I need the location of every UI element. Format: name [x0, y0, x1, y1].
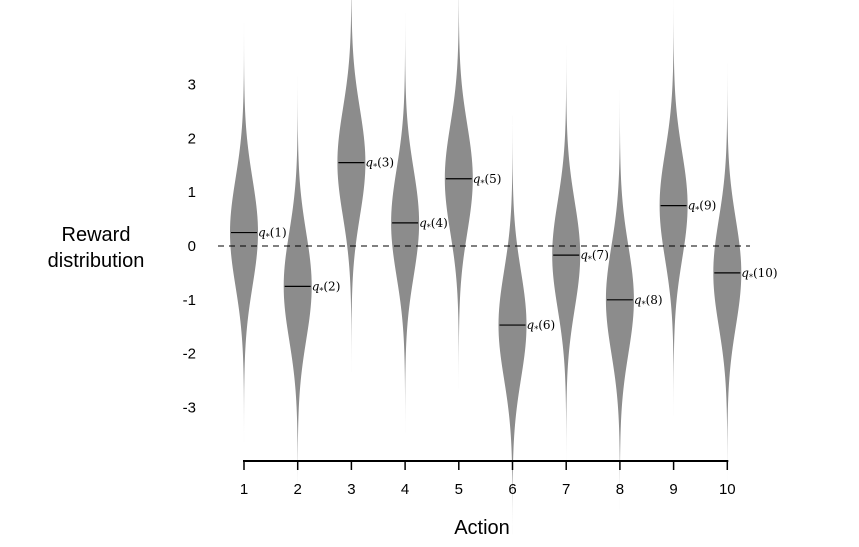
mean-markers: q*(1) q*(2) q*(3) q*(4) q*(5) q*(6) q*(7) q*(8)…	[231, 156, 778, 334]
y-tick-label: -2	[183, 346, 196, 363]
mean-label-2: q*(2)	[312, 279, 341, 295]
x-tick-label: 4	[401, 481, 409, 498]
mean-label-10: q*(10)	[741, 266, 777, 282]
violins	[230, 0, 742, 535]
y-tick-label: -3	[183, 399, 196, 416]
y-tick-label: 2	[188, 130, 196, 147]
mean-label-8: q*(8)	[634, 293, 663, 309]
y-axis-title-line-2: distribution	[48, 250, 145, 272]
violin-5	[444, 0, 473, 389]
mean-label-9: q*(9)	[688, 199, 717, 215]
x-tick-label: 1	[240, 481, 248, 498]
y-tick-label: 1	[188, 184, 196, 201]
y-axis-title: Reward distribution	[48, 224, 145, 272]
y-axis-title-line-1: Reward	[62, 224, 131, 246]
x-tick-label: 3	[347, 481, 355, 498]
mean-label-5: q*(5)	[473, 172, 502, 188]
x-tick-label: 8	[616, 481, 624, 498]
x-tick-label: 10	[719, 481, 736, 498]
x-tick-label: 6	[508, 481, 516, 498]
y-tick-label: 0	[188, 238, 196, 255]
x-axis-title: Action	[454, 517, 510, 539]
violin-9	[659, 0, 688, 416]
x-tick-label: 9	[669, 481, 677, 498]
x-axis: 1 2 3 4 5 6 7 8 9 10	[240, 460, 736, 498]
mean-label-3: q*(3)	[365, 156, 394, 172]
x-tick-label: 2	[294, 481, 302, 498]
mean-label-1: q*(1)	[258, 226, 287, 242]
violin-3	[337, 0, 366, 373]
y-tick-label: -1	[183, 292, 196, 309]
mean-label-4: q*(4)	[419, 216, 448, 232]
mean-label-6: q*(6)	[527, 318, 556, 334]
y-tick-label: 3	[188, 77, 196, 94]
x-tick-label: 7	[562, 481, 570, 498]
x-tick-label: 5	[455, 481, 463, 498]
mean-label-7: q*(7)	[580, 248, 609, 264]
y-tick-labels: 3 2 1 0 -1 -2 -3	[183, 77, 196, 417]
